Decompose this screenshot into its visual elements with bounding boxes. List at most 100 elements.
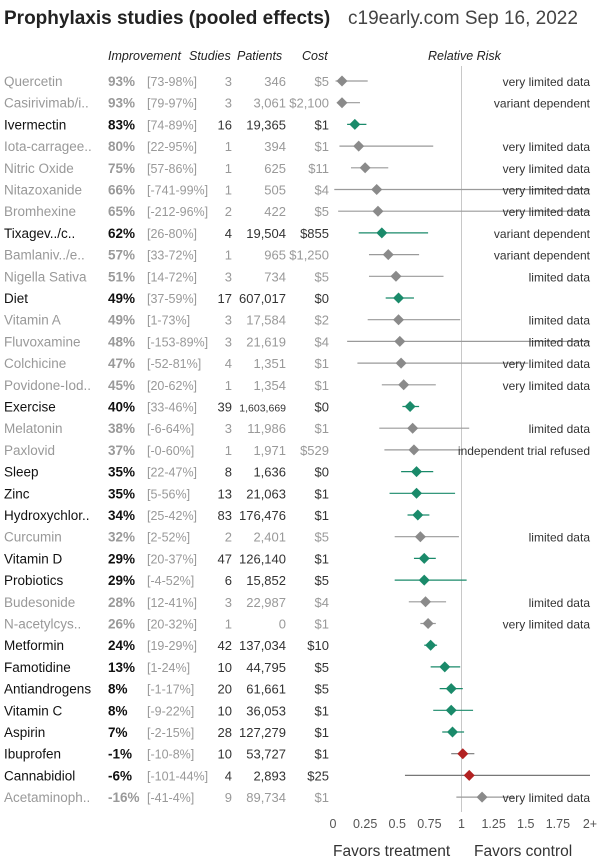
table-row: Acetaminoph.. -16% [-41-4%] 9 89,734 $1 very l… <box>4 790 590 805</box>
row-name: Antiandrogens <box>4 682 91 697</box>
point-estimate <box>395 357 407 369</box>
row-note: very limited data <box>503 357 591 371</box>
row-cost: $5 <box>315 74 329 89</box>
row-improvement: 51% <box>108 269 135 284</box>
row-patients: 505 <box>264 183 286 198</box>
row-ci: [1-73%] <box>147 314 190 328</box>
row-studies: 10 <box>218 660 232 675</box>
col-header-studies: Studies <box>189 49 231 63</box>
row-name: Bromhexine <box>4 204 76 219</box>
row-cost: $5 <box>315 530 329 545</box>
row-improvement: 29% <box>108 551 135 566</box>
row-cost: $1 <box>315 747 329 762</box>
row-cost: $25 <box>307 768 329 783</box>
row-name: Paxlovid <box>4 443 55 458</box>
row-improvement: 66% <box>108 183 135 198</box>
table-row: Aspirin 7% [-2-15%] 28 127,279 $1 <box>4 725 465 740</box>
row-studies: 9 <box>225 790 232 805</box>
row-ci: [-2-15%] <box>147 726 194 740</box>
point-estimate <box>457 748 469 760</box>
row-ci: [22-47%] <box>147 466 197 480</box>
row-studies: 16 <box>218 117 232 132</box>
row-studies: 3 <box>225 595 232 610</box>
row-cost: $529 <box>300 443 329 458</box>
row-name: Famotidine <box>4 660 71 675</box>
row-cost: $1 <box>315 139 329 154</box>
row-ci: [25-42%] <box>147 509 197 523</box>
row-name: Vitamin C <box>4 703 63 718</box>
row-patients: 15,852 <box>246 573 286 588</box>
row-patients: 61,661 <box>246 682 286 697</box>
point-estimate <box>439 661 451 673</box>
row-studies: 10 <box>218 747 232 762</box>
row-improvement: -6% <box>108 768 132 783</box>
table-row: Cannabidiol -6% [-101-44%] 4 2,893 $25 <box>4 768 590 783</box>
row-note: very limited data <box>503 75 591 89</box>
point-estimate <box>393 314 405 326</box>
row-ci: [-153-89%] <box>147 335 208 349</box>
row-cost: $2 <box>315 313 329 328</box>
row-patients: 1,603,669 <box>239 403 286 415</box>
row-patients: 1,971 <box>253 443 286 458</box>
row-note: variant dependent <box>494 227 591 241</box>
row-note: very limited data <box>503 140 591 154</box>
row-note: variant dependent <box>494 97 591 111</box>
row-ci: [-1-17%] <box>147 683 194 697</box>
row-cost: $11 <box>308 161 329 176</box>
row-name: Ivermectin <box>4 117 66 132</box>
row-improvement: 80% <box>108 139 135 154</box>
row-note: limited data <box>529 422 591 436</box>
row-note: limited data <box>529 270 591 284</box>
row-patients: 394 <box>264 139 286 154</box>
row-studies: 1 <box>225 378 232 393</box>
row-cost: $0 <box>315 465 329 480</box>
row-ci: [-41-4%] <box>147 791 194 805</box>
row-patients: 1,354 <box>253 378 286 393</box>
point-estimate <box>371 184 383 195</box>
row-ci: [-52-81%] <box>147 357 201 371</box>
table-row: Casirivimab/i.. 93% [79-97%] 3 3,061 $2,100 va… <box>4 96 591 111</box>
row-improvement: 49% <box>108 291 135 306</box>
row-name: Iota-carragee.. <box>4 139 92 154</box>
row-patients: 422 <box>264 204 286 219</box>
point-estimate <box>463 769 475 781</box>
row-studies: 6 <box>225 573 232 588</box>
x-tick-label: 1.5 <box>517 817 534 831</box>
row-improvement: 32% <box>108 530 135 545</box>
x-tick-label: 0.75 <box>417 817 441 831</box>
point-estimate <box>445 704 457 716</box>
point-estimate <box>411 487 423 499</box>
row-name: Budesonide <box>4 595 75 610</box>
table-row: Budesonide 28% [12-41%] 3 22,987 $4 limited da… <box>4 595 590 610</box>
table-row: Probiotics 29% [-4-52%] 6 15,852 $5 <box>4 573 467 588</box>
row-patients: 1,636 <box>253 465 286 480</box>
row-cost: $2,100 <box>289 96 329 111</box>
table-row: Curcumin 32% [2-52%] 2 2,401 $5 limited data <box>4 530 590 545</box>
table-row: Colchicine 47% [-52-81%] 4 1,351 $1 very limit… <box>4 356 590 371</box>
row-patients: 127,279 <box>239 725 286 740</box>
row-improvement: 40% <box>108 400 135 415</box>
point-estimate <box>404 401 416 412</box>
row-improvement: 45% <box>108 378 135 393</box>
point-estimate <box>390 270 402 282</box>
row-studies: 2 <box>225 530 232 545</box>
favors-control-label: Favors control <box>474 843 572 860</box>
row-patients: 44,795 <box>246 660 286 675</box>
row-patients: 176,476 <box>239 508 286 523</box>
row-ci: [20-62%] <box>147 379 197 393</box>
row-patients: 346 <box>264 74 286 89</box>
row-improvement: 49% <box>108 313 135 328</box>
row-improvement: 75% <box>108 161 135 176</box>
point-estimate <box>398 379 410 391</box>
row-ci: [-9-22%] <box>147 704 194 718</box>
study-rows: Quercetin 93% [73-98%] 3 346 $5 very limited d… <box>4 74 591 805</box>
row-name: Fluvoxamine <box>4 334 81 349</box>
row-name: Hydroxychlor.. <box>4 508 90 523</box>
x-tick-label: 1.25 <box>481 817 505 831</box>
row-cost: $1 <box>315 356 329 371</box>
row-patients: 17,584 <box>246 313 286 328</box>
row-name: Cannabidiol <box>4 768 75 783</box>
row-name: Bamlaniv../e.. <box>4 248 85 263</box>
row-patients: 21,063 <box>246 486 286 501</box>
row-patients: 607,017 <box>239 291 286 306</box>
